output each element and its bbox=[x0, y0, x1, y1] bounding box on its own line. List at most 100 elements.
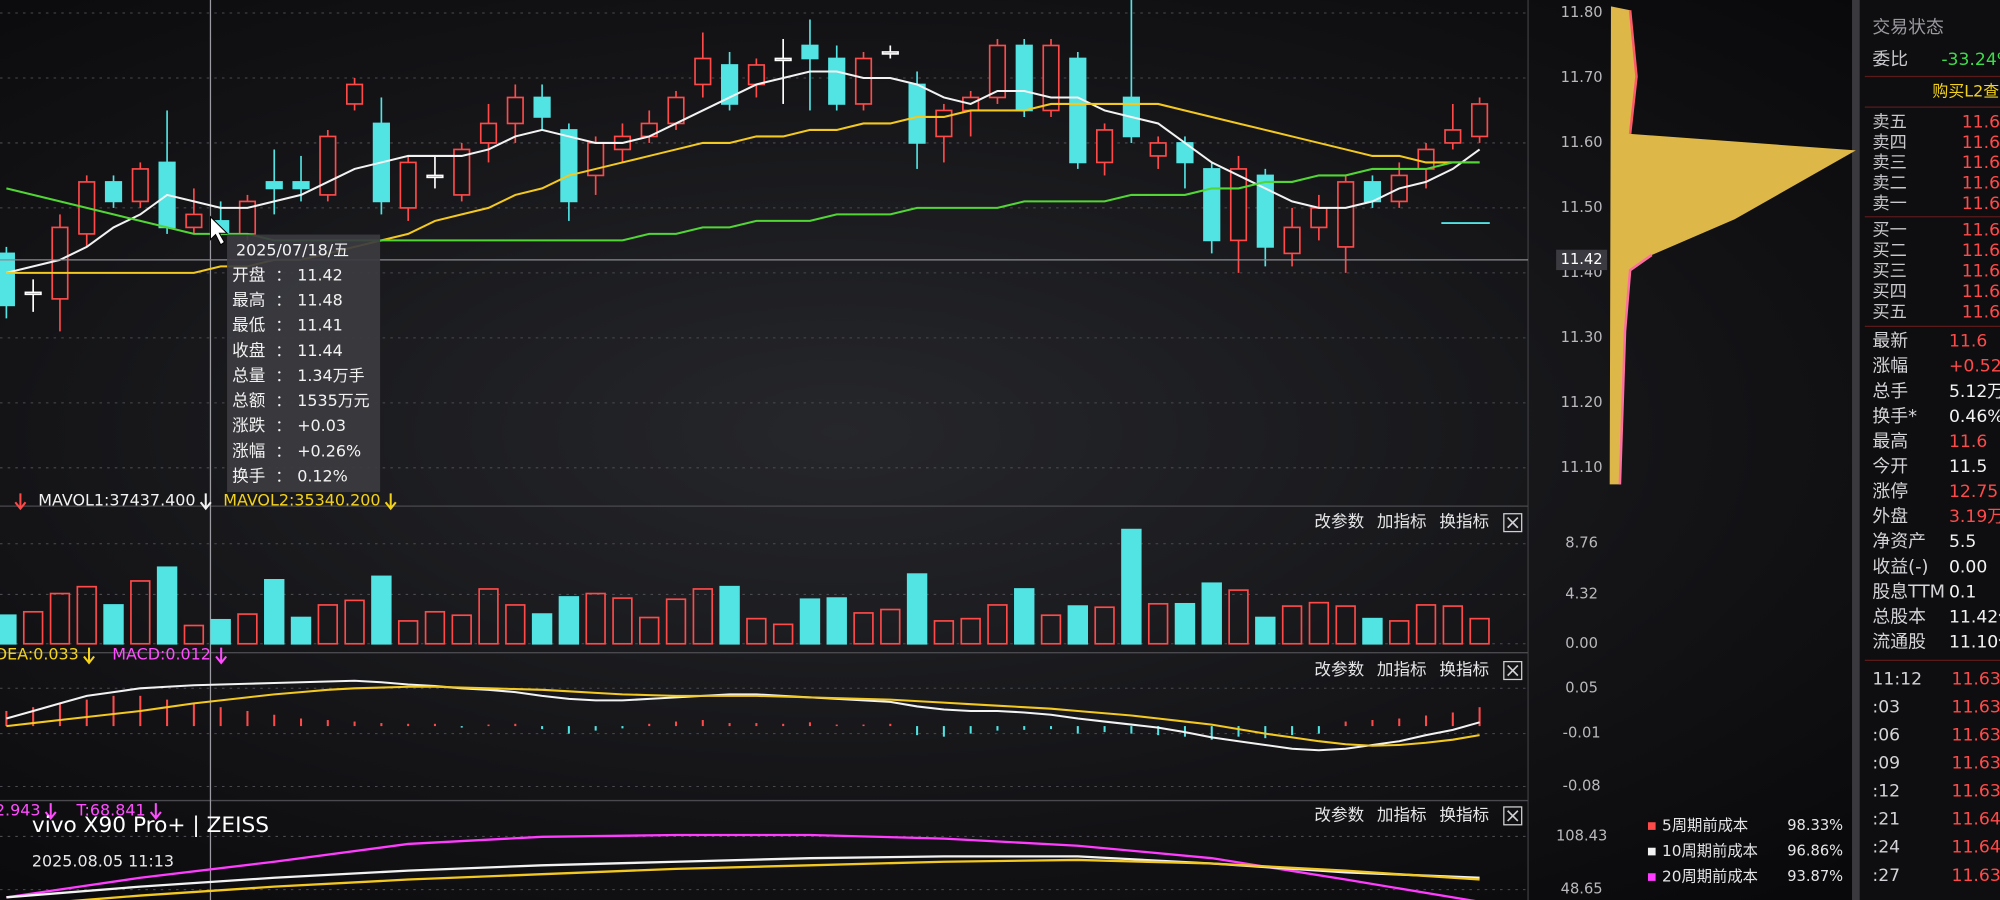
tooltip-separator: ： bbox=[276, 266, 291, 284]
trend-arrow bbox=[83, 647, 95, 665]
moving-average bbox=[6, 70, 1481, 274]
kdj-line bbox=[6, 833, 1476, 900]
legend-value: 96.86% bbox=[1787, 843, 1843, 860]
bid-label: 买二 bbox=[1872, 241, 1906, 261]
bid-label: 买三 bbox=[1872, 262, 1906, 282]
legend-swatch bbox=[1647, 822, 1656, 830]
panel-button[interactable]: 换指标 bbox=[1439, 512, 1489, 531]
panel-button[interactable]: 换指标 bbox=[1439, 805, 1489, 824]
volume-bar bbox=[799, 598, 821, 645]
tick-time: :09 bbox=[1872, 754, 1900, 774]
ask-label: 卖二 bbox=[1872, 174, 1906, 194]
indicator-label: T:68.841 bbox=[76, 800, 146, 819]
macd-bar bbox=[85, 699, 88, 727]
macd-bar bbox=[487, 724, 490, 727]
legend-label: 5周期前成本 bbox=[1662, 817, 1748, 835]
candle-body bbox=[533, 96, 551, 118]
l2-link[interactable]: 购买L2查 bbox=[1932, 81, 1999, 100]
panel-button[interactable]: 加指标 bbox=[1377, 660, 1427, 679]
y-tick-label: 11.50 bbox=[1561, 199, 1603, 216]
candle-body bbox=[506, 96, 524, 125]
macd-bar bbox=[112, 695, 115, 727]
close-icon bbox=[1507, 664, 1519, 677]
tick-price: 11.63 bbox=[1952, 669, 2000, 689]
ask-label: 卖四 bbox=[1872, 133, 1906, 153]
candle-body bbox=[399, 161, 417, 209]
macd-bar bbox=[1344, 721, 1347, 727]
quote-label: 收益(-) bbox=[1872, 556, 1928, 577]
macd-bar bbox=[1291, 726, 1294, 736]
volume-bar bbox=[317, 604, 339, 645]
y-tick-label: 11.60 bbox=[1561, 134, 1603, 151]
macd-bar bbox=[1317, 726, 1320, 734]
macd-bar bbox=[835, 724, 838, 727]
legend-label: 20周期前成本 bbox=[1662, 868, 1758, 886]
tooltip-value: +0.03 bbox=[297, 416, 346, 435]
panel-button[interactable]: 加指标 bbox=[1377, 805, 1427, 824]
macd-bar bbox=[1157, 726, 1160, 736]
quote-value: 11.6 bbox=[1949, 432, 1987, 452]
trend-arrow bbox=[149, 803, 162, 821]
ratio-label: 委比 bbox=[1872, 49, 1908, 70]
quote-value: 3.19万 bbox=[1949, 507, 2000, 527]
candle-body bbox=[935, 109, 953, 138]
candle-body bbox=[265, 181, 283, 190]
macd-bar bbox=[594, 726, 597, 731]
tooltip-value: 0.12% bbox=[297, 466, 348, 485]
candle-body bbox=[104, 181, 123, 203]
volume-bar bbox=[558, 596, 580, 645]
quote-label: 涨停 bbox=[1872, 481, 1908, 502]
macd-bar bbox=[300, 718, 303, 727]
quote-label: 今开 bbox=[1872, 456, 1908, 477]
volume-bar bbox=[987, 604, 1008, 645]
tick-time: :12 bbox=[1872, 782, 1900, 802]
close-button[interactable] bbox=[1503, 513, 1523, 533]
candle-body bbox=[1015, 44, 1033, 112]
volume-bar bbox=[880, 608, 901, 645]
macd-bar bbox=[567, 726, 570, 734]
close-button[interactable] bbox=[1503, 806, 1523, 826]
volume-bar bbox=[505, 604, 526, 645]
panel-button[interactable]: 改参数 bbox=[1314, 805, 1364, 824]
panel-button[interactable]: 改参数 bbox=[1314, 512, 1364, 531]
legend-swatch bbox=[1647, 847, 1656, 856]
y-tick-label: -0.08 bbox=[1563, 778, 1601, 795]
volume-bar bbox=[960, 617, 981, 645]
volume-bar bbox=[746, 617, 767, 645]
panel-button[interactable]: 加指标 bbox=[1377, 512, 1427, 531]
panel-button[interactable]: 换指标 bbox=[1439, 660, 1489, 679]
macd-bar bbox=[621, 726, 624, 729]
candle-body bbox=[0, 252, 15, 307]
indicator-label: MACD:0.012 bbox=[112, 645, 211, 664]
candle-body bbox=[720, 64, 739, 105]
tick-time: :06 bbox=[1872, 726, 1900, 746]
tooltip-separator: ： bbox=[276, 467, 291, 485]
macd-bar bbox=[1050, 726, 1053, 730]
volume-bar bbox=[1014, 588, 1035, 645]
candle-body bbox=[479, 122, 498, 144]
volume-bar bbox=[1415, 604, 1437, 645]
ask-price: 11.6 bbox=[1962, 194, 2000, 214]
candle-body bbox=[747, 64, 765, 86]
tooltip-date: 2025/07/18/五 bbox=[236, 241, 349, 260]
quote-label: 净资产 bbox=[1872, 531, 1926, 552]
volume-profile-edge bbox=[1618, 253, 1653, 485]
macd-bar bbox=[219, 707, 222, 727]
close-button[interactable] bbox=[1503, 660, 1523, 681]
volume-bar bbox=[665, 598, 687, 645]
quote-label: 流通股 bbox=[1872, 632, 1926, 653]
macd-bar bbox=[246, 710, 249, 727]
macd-bar bbox=[1130, 726, 1133, 734]
macd-line bbox=[6, 685, 1480, 747]
mouse-cursor bbox=[209, 215, 229, 246]
macd-bar bbox=[1023, 726, 1026, 730]
volume-bar bbox=[237, 613, 258, 645]
candle-body bbox=[1470, 103, 1489, 138]
y-tick-label: -0.01 bbox=[1563, 725, 1601, 742]
candle-body bbox=[1095, 129, 1114, 164]
panel-button[interactable]: 改参数 bbox=[1314, 660, 1364, 679]
volume-bar bbox=[1389, 620, 1410, 645]
macd-bar bbox=[1264, 726, 1267, 739]
y-tick-label: 4.32 bbox=[1565, 585, 1598, 602]
macd-bar bbox=[353, 721, 356, 727]
